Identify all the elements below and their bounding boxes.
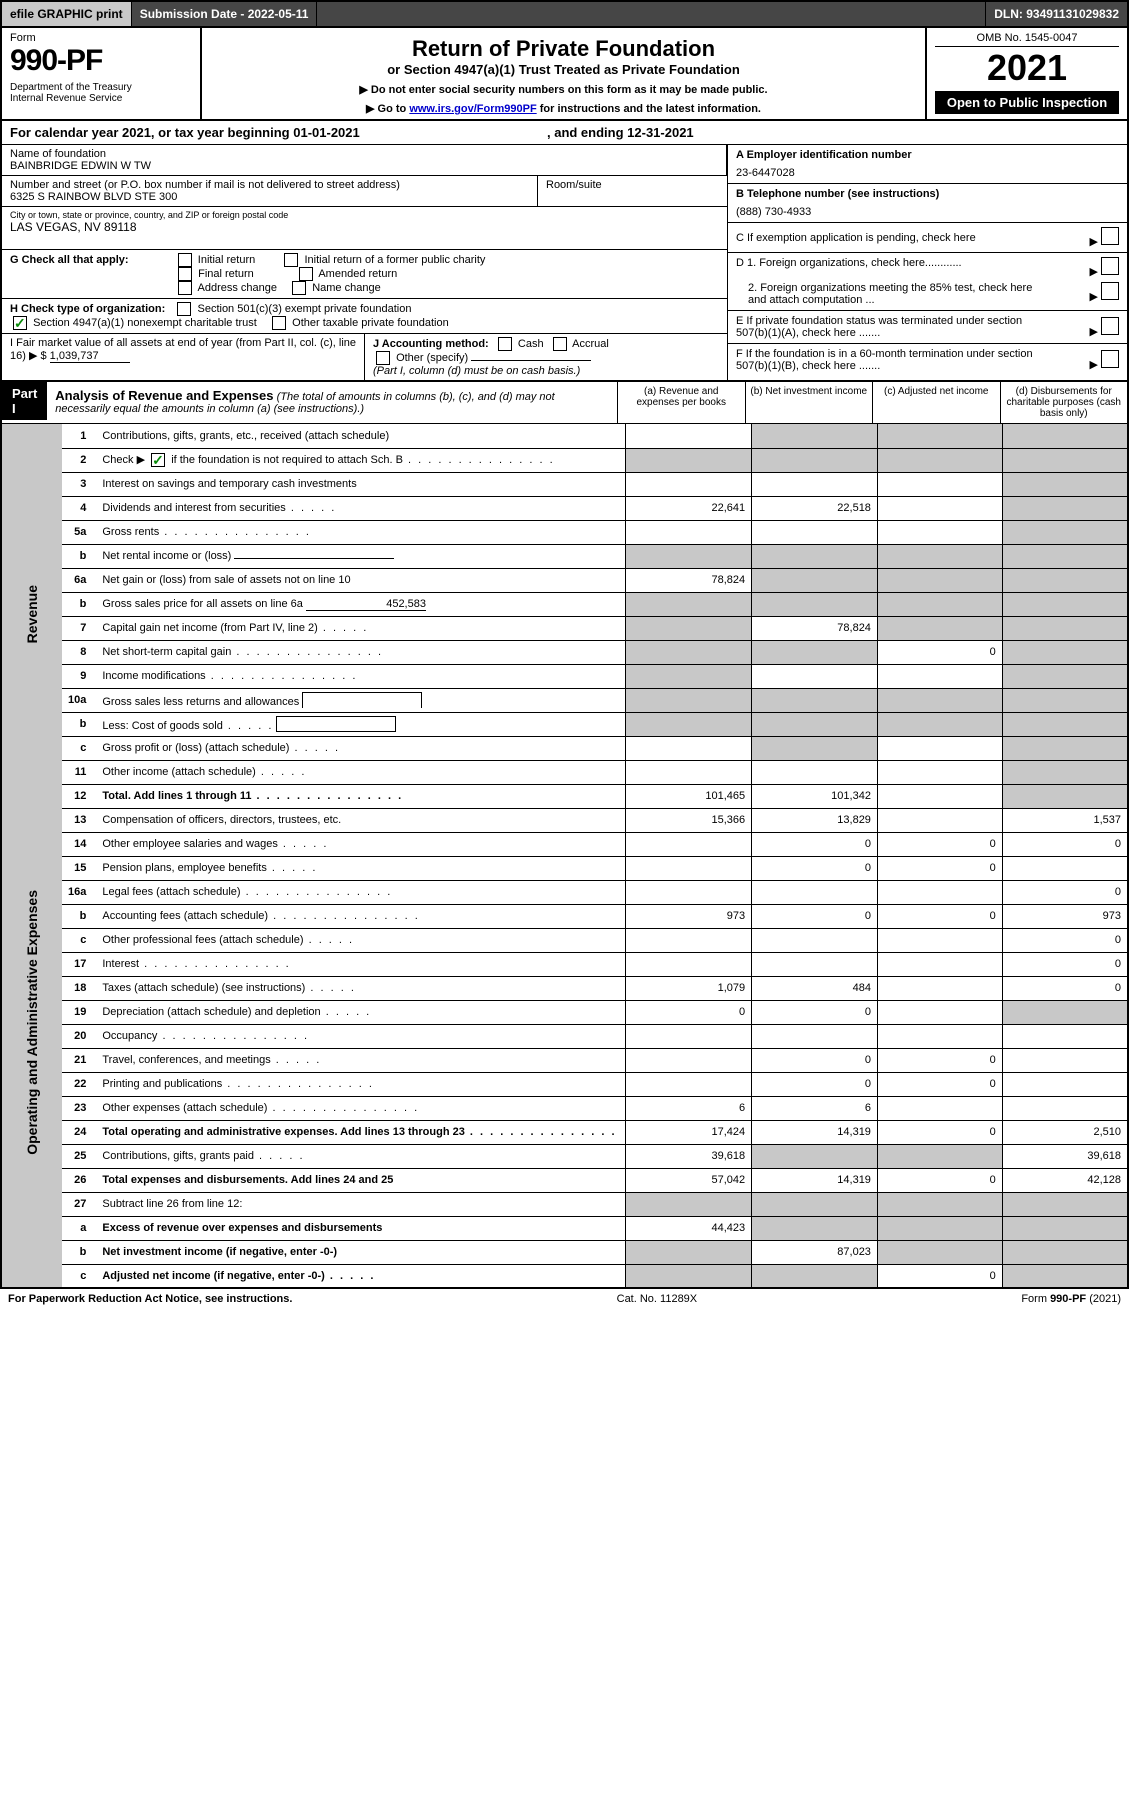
instruction-2: ▶ Go to www.irs.gov/Form990PF for instru… (210, 102, 917, 115)
name-label: Name of foundation (10, 148, 718, 160)
part1-header: Part I Analysis of Revenue and Expenses … (0, 382, 1129, 424)
chk-initial[interactable] (178, 253, 192, 267)
chk-initial-former[interactable] (284, 253, 298, 267)
chk-c[interactable] (1101, 227, 1119, 245)
city-label: City or town, state or province, country… (10, 210, 719, 220)
instruction-1: ▶ Do not enter social security numbers o… (210, 83, 917, 96)
form-word: Form (10, 32, 192, 44)
open-inspection: Open to Public Inspection (935, 91, 1119, 114)
chk-other-tax[interactable] (272, 316, 286, 330)
foot-mid: Cat. No. 11289X (617, 1293, 698, 1305)
form-title: Return of Private Foundation (210, 36, 917, 62)
side-expenses: Operating and Administrative Expenses (24, 890, 40, 1155)
addr-label: Number and street (or P.O. box number if… (10, 179, 529, 191)
omb-number: OMB No. 1545-0047 (935, 32, 1119, 47)
phone-label: B Telephone number (see instructions) (736, 188, 939, 200)
room-label: Room/suite (546, 179, 719, 191)
phone-value: (888) 730-4933 (736, 206, 1119, 218)
chk-cash[interactable] (498, 337, 512, 351)
footer: For Paperwork Reduction Act Notice, see … (0, 1289, 1129, 1309)
info-grid: Name of foundation BAINBRIDGE EDWIN W TW… (0, 145, 1129, 382)
chk-accrual[interactable] (553, 337, 567, 351)
chk-addr-change[interactable] (178, 281, 192, 295)
chk-amended[interactable] (299, 267, 313, 281)
part1-label: Part I (2, 382, 47, 420)
chk-e[interactable] (1101, 317, 1119, 335)
chk-d1[interactable] (1101, 257, 1119, 275)
foot-right: Form 990-PF (2021) (1021, 1293, 1121, 1305)
foundation-name: BAINBRIDGE EDWIN W TW (10, 160, 718, 172)
addr-value: 6325 S RAINBOW BLVD STE 300 (10, 191, 529, 203)
dln: DLN: 93491131029832 (986, 2, 1127, 26)
revenue-table: Revenue 1Contributions, gifts, grants, e… (0, 424, 1129, 1289)
chk-schb[interactable] (151, 453, 165, 467)
ein-label: A Employer identification number (736, 149, 912, 161)
dept-label: Department of the Treasury Internal Reve… (10, 82, 192, 104)
ein-value: 23-6447028 (736, 167, 1119, 179)
form-header: Form 990-PF Department of the Treasury I… (0, 28, 1129, 121)
irs-link[interactable]: www.irs.gov/Form990PF (409, 103, 536, 115)
col-d-header: (d) Disbursements for charitable purpose… (1000, 382, 1128, 423)
foot-left: For Paperwork Reduction Act Notice, see … (8, 1293, 292, 1305)
tax-year: 2021 (935, 47, 1119, 89)
col-a-header: (a) Revenue and expenses per books (617, 382, 745, 423)
section-ij: I Fair market value of all assets at end… (2, 334, 727, 380)
chk-name-change[interactable] (292, 281, 306, 295)
chk-f[interactable] (1101, 350, 1119, 368)
fmv-value: 1,039,737 (50, 350, 130, 363)
chk-d2[interactable] (1101, 282, 1119, 300)
section-g: G Check all that apply: Initial return I… (2, 250, 727, 299)
submission-date: Submission Date - 2022-05-11 (132, 2, 318, 26)
chk-501c3[interactable] (177, 302, 191, 316)
top-bar: efile GRAPHIC print Submission Date - 20… (0, 0, 1129, 28)
chk-final[interactable] (178, 267, 192, 281)
section-h: H Check type of organization: Section 50… (2, 299, 727, 334)
city-value: LAS VEGAS, NV 89118 (10, 220, 719, 234)
chk-other-method[interactable] (376, 351, 390, 365)
col-c-header: (c) Adjusted net income (872, 382, 1000, 423)
side-revenue: Revenue (24, 585, 40, 643)
efile-label[interactable]: efile GRAPHIC print (2, 2, 132, 26)
calendar-row: For calendar year 2021, or tax year begi… (0, 121, 1129, 145)
f-label: F If the foundation is in a 60-month ter… (736, 348, 1056, 372)
topbar-spacer (317, 2, 986, 26)
c-label: C If exemption application is pending, c… (736, 232, 976, 244)
form-number: 990-PF (10, 44, 192, 78)
chk-4947[interactable] (13, 316, 27, 330)
form-subtitle: or Section 4947(a)(1) Trust Treated as P… (210, 62, 917, 77)
e-label: E If private foundation status was termi… (736, 315, 1056, 339)
col-b-header: (b) Net investment income (745, 382, 873, 423)
